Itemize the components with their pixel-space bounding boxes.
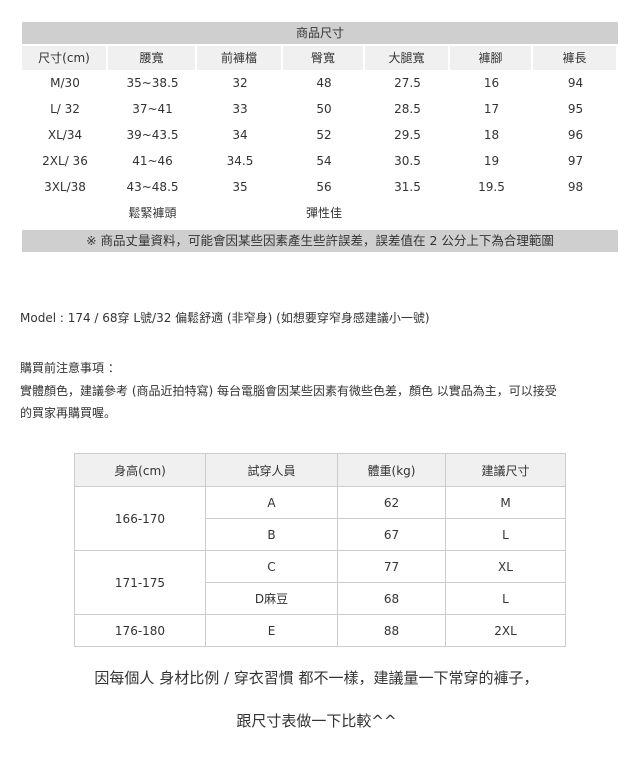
size-cell: 34 bbox=[232, 128, 248, 142]
size-cell: 35~38.5 bbox=[126, 76, 179, 90]
fit-cell: 62 bbox=[337, 486, 446, 519]
size-cell: L/ 32 bbox=[50, 102, 80, 116]
fit-cell: XL bbox=[445, 550, 566, 583]
size-cell: XL/34 bbox=[47, 128, 83, 142]
size-header-cell: 尺寸(cm) bbox=[22, 46, 106, 70]
size-cell: 96 bbox=[567, 128, 584, 142]
fit-row: 166-170 A 62 M bbox=[74, 486, 566, 551]
fit-cell: D麻豆 bbox=[205, 582, 338, 615]
fit-cell: M bbox=[445, 486, 566, 519]
fit-row: 176-180 E 88 2XL bbox=[74, 614, 566, 647]
size-header-cell: 大腿寬 bbox=[365, 46, 448, 70]
size-cell: 56 bbox=[316, 180, 332, 194]
size-header-cell: 臀寬 bbox=[283, 46, 363, 70]
size-cell: 19.5 bbox=[478, 180, 505, 194]
size-cell: 95 bbox=[567, 102, 584, 116]
closing-line-2: 跟尺寸表做一下比較^^ bbox=[236, 712, 397, 730]
size-header-cell: 腰寬 bbox=[108, 46, 195, 70]
fit-height-cell: 176-180 bbox=[74, 614, 206, 647]
size-note-cell: 鬆緊褲頭 bbox=[128, 206, 177, 220]
size-header-cell: 前褲檔 bbox=[197, 46, 281, 70]
size-cell: 3XL/38 bbox=[44, 180, 86, 194]
size-cell: 19 bbox=[483, 154, 500, 168]
closing-line-1: 因每個人 身材比例 / 穿衣習慣 都不一樣，建議量一下常穿的褲子， bbox=[94, 669, 539, 687]
size-cell: 18 bbox=[483, 128, 500, 142]
fit-cell: 2XL bbox=[445, 614, 566, 647]
fit-cell: L bbox=[445, 582, 566, 615]
size-cell: 98 bbox=[567, 180, 584, 194]
fit-cell: B bbox=[205, 518, 338, 551]
size-cell: 54 bbox=[316, 154, 332, 168]
fit-cell: C bbox=[205, 550, 338, 583]
fit-cell: L bbox=[445, 518, 566, 551]
fit-header-cell: 試穿人員 bbox=[205, 453, 338, 487]
fit-cell: 77 bbox=[337, 550, 446, 583]
notice-line-1: 實體顏色，建議參考 (商品近拍特寫) 每台電腦會因某些因素有微些色差，顏色 以實… bbox=[20, 384, 557, 398]
size-cell: 27.5 bbox=[394, 76, 421, 90]
size-table-footer: ※ 商品丈量資料，可能會因某些因素產生些許誤差，誤差值在 2 公分上下為合理範圍 bbox=[22, 230, 618, 252]
fit-cell: 68 bbox=[337, 582, 446, 615]
size-cell: 48 bbox=[316, 76, 332, 90]
fit-row: 171-175 C 77 XL bbox=[74, 550, 566, 615]
size-cell: 2XL/ 36 bbox=[42, 154, 88, 168]
size-cell: 94 bbox=[567, 76, 584, 90]
fit-row: B 67 L bbox=[75, 518, 566, 551]
size-cell: 16 bbox=[483, 76, 500, 90]
size-table-notes: 鬆緊褲頭 彈性佳 bbox=[22, 200, 618, 226]
size-header-cell: 褲長 bbox=[533, 46, 616, 70]
size-row: 2XL/ 36 41~46 34.5 54 30.5 19 97 bbox=[22, 148, 618, 174]
fit-header-cell: 體重(kg) bbox=[337, 453, 446, 487]
fit-row: D麻豆 68 L bbox=[75, 582, 566, 615]
size-note-cell bbox=[365, 200, 450, 226]
fit-height-cell: 171-175 bbox=[74, 550, 206, 615]
size-cell: 97 bbox=[567, 154, 584, 168]
size-cell: 32 bbox=[232, 76, 248, 90]
size-table-header: 尺寸(cm) 腰寬 前褲檔 臀寬 大腿寬 褲腳 褲長 bbox=[22, 46, 618, 70]
model-info: Model : 174 / 68穿 L號/32 偏鬆舒適 (非窄身) (如想要穿… bbox=[20, 311, 430, 325]
size-cell: 29.5 bbox=[394, 128, 421, 142]
size-row: M/30 35~38.5 32 48 27.5 16 94 bbox=[22, 70, 618, 96]
size-note-cell bbox=[22, 200, 108, 226]
size-cell: 35 bbox=[232, 180, 248, 194]
fit-header-row: 身高(cm) 試穿人員 體重(kg) 建議尺寸 bbox=[74, 453, 566, 487]
fit-table: 身高(cm) 試穿人員 體重(kg) 建議尺寸 166-170 A 62 M B 67 L 171-1… bbox=[74, 453, 566, 647]
fit-cell: 67 bbox=[337, 518, 446, 551]
fit-cell: A bbox=[205, 486, 338, 519]
size-row: XL/34 39~43.5 34 52 29.5 18 96 bbox=[22, 122, 618, 148]
size-note-cell bbox=[533, 200, 618, 226]
size-cell: 39~43.5 bbox=[126, 128, 179, 142]
size-cell: 33 bbox=[232, 102, 248, 116]
size-cell: 43~48.5 bbox=[126, 180, 179, 194]
size-table: 商品尺寸 尺寸(cm) 腰寬 前褲檔 臀寬 大腿寬 褲腳 褲長 M/30 35~38.5 32 4… bbox=[22, 22, 618, 252]
size-cell: 34.5 bbox=[226, 154, 254, 168]
notice-line-2: 的買家再購買喔。 bbox=[20, 406, 117, 420]
size-cell: 28.5 bbox=[394, 102, 421, 116]
size-note-cell: 彈性佳 bbox=[305, 206, 342, 220]
size-row: 3XL/38 43~48.5 35 56 31.5 19.5 98 bbox=[22, 174, 618, 200]
size-cell: 31.5 bbox=[394, 180, 421, 194]
size-cell: 37~41 bbox=[132, 102, 173, 116]
fit-cell: E bbox=[205, 614, 338, 647]
size-cell: 52 bbox=[316, 128, 332, 142]
size-cell: 17 bbox=[483, 102, 500, 116]
size-header-cell: 褲腳 bbox=[450, 46, 531, 70]
size-note-cell bbox=[197, 200, 283, 226]
fit-header-cell: 建議尺寸 bbox=[445, 453, 566, 487]
size-cell: M/30 bbox=[50, 76, 80, 90]
size-table-title: 商品尺寸 bbox=[22, 22, 618, 44]
size-cell: 41~46 bbox=[132, 154, 173, 168]
size-cell: 30.5 bbox=[394, 154, 421, 168]
size-row: L/ 32 37~41 33 50 28.5 17 95 bbox=[22, 96, 618, 122]
size-note-cell bbox=[450, 200, 533, 226]
notice-title: 購買前注意事項 ： bbox=[20, 361, 120, 375]
fit-height-cell: 166-170 bbox=[74, 486, 206, 551]
size-cell: 50 bbox=[316, 102, 332, 116]
fit-cell: 88 bbox=[337, 614, 446, 647]
fit-header-cell: 身高(cm) bbox=[74, 453, 206, 487]
